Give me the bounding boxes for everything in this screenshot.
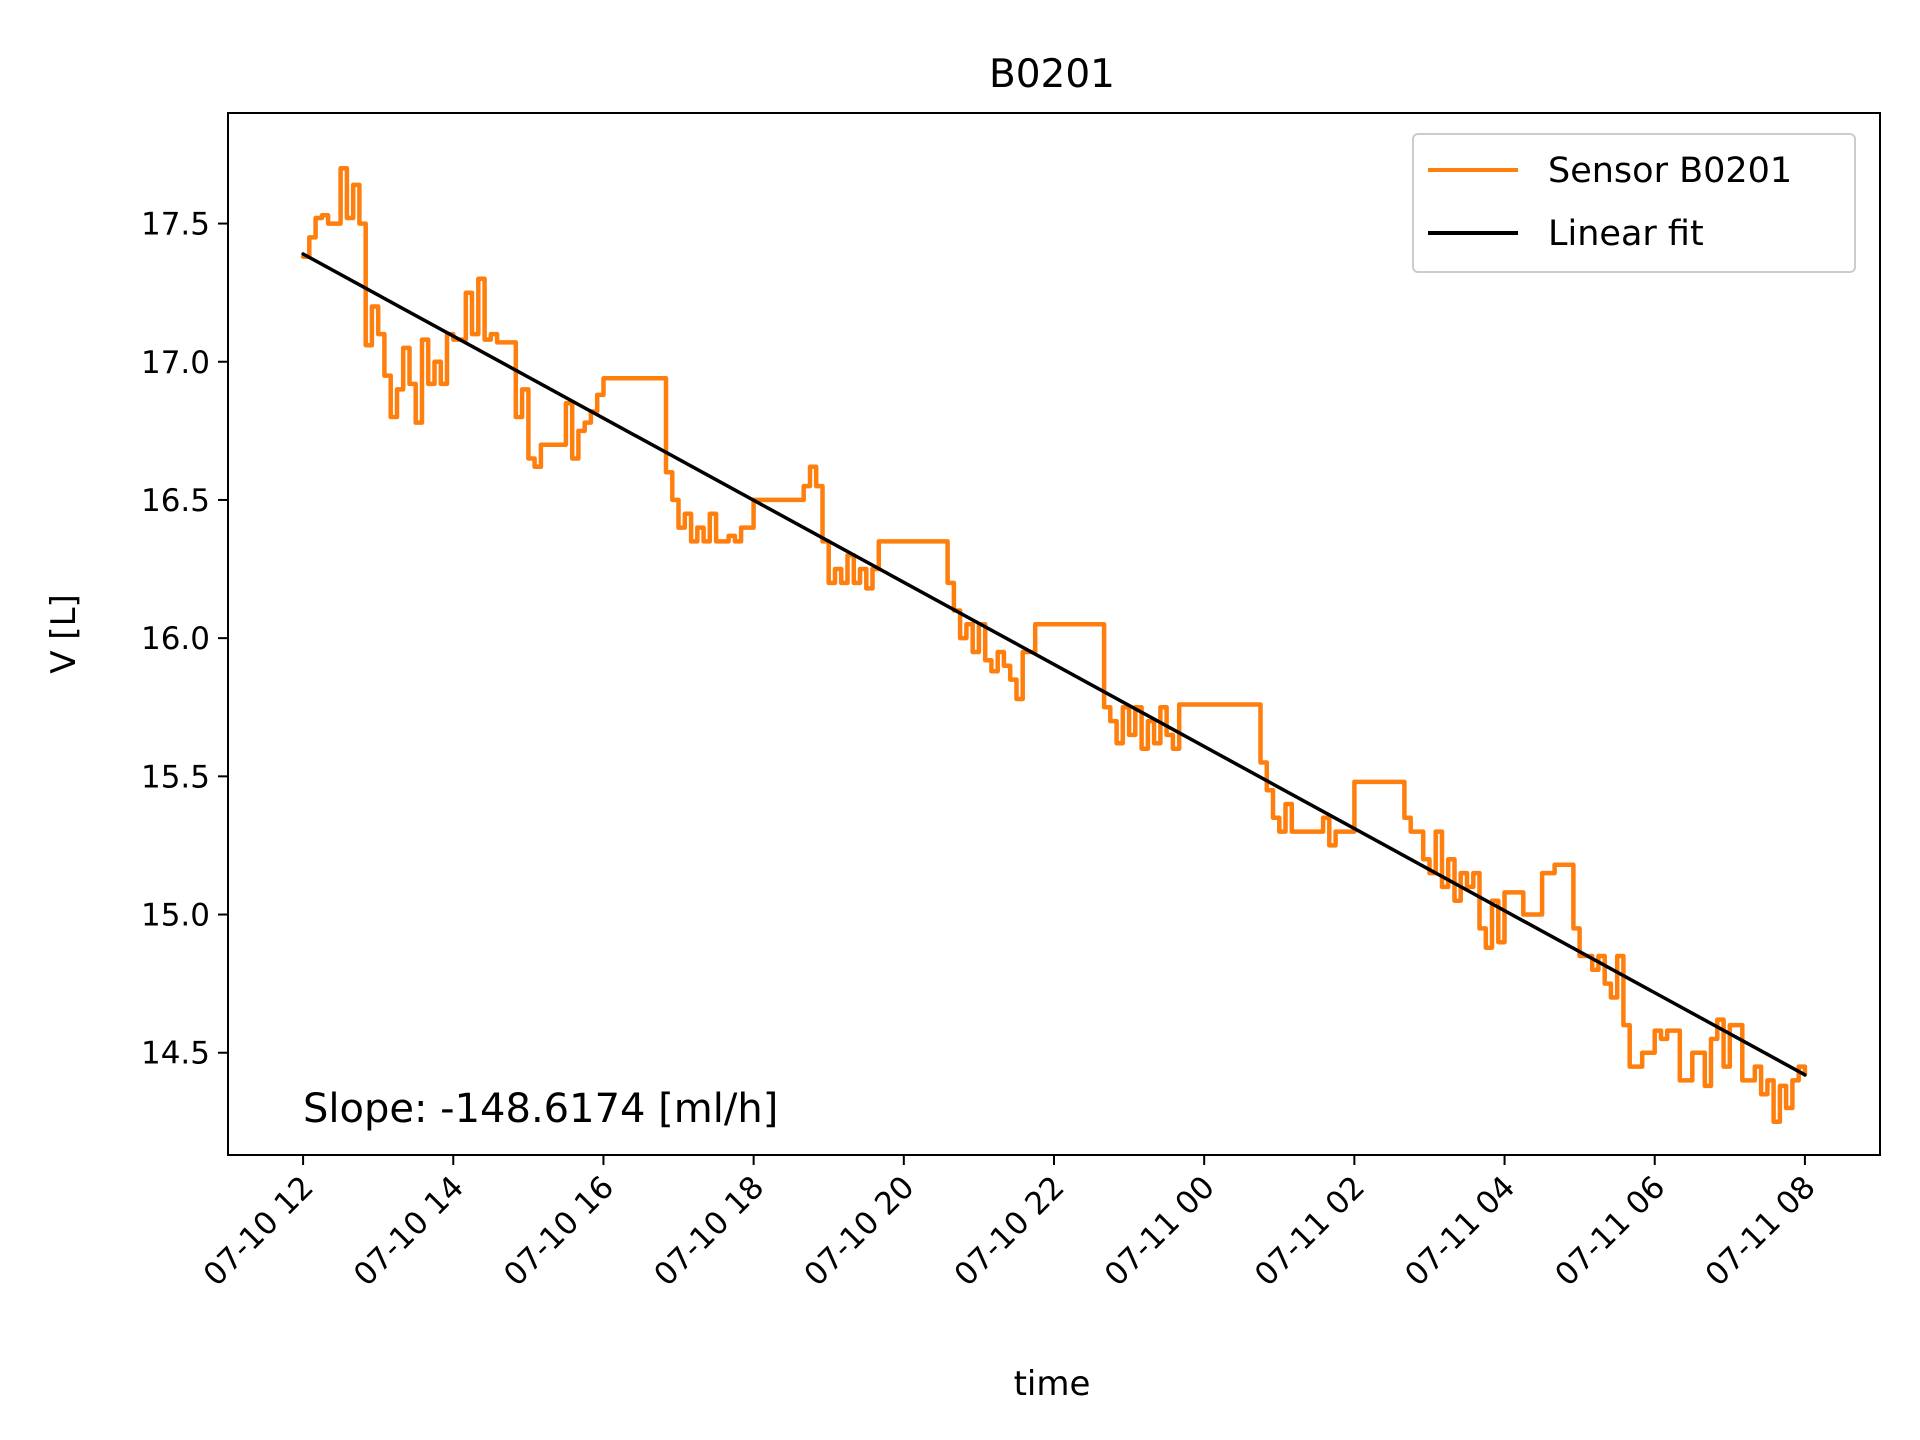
x-tick-label: 07-11 00 [1098, 1169, 1222, 1293]
legend-label-fit: Linear fit [1548, 214, 1704, 254]
x-tick-label: 07-10 14 [347, 1169, 471, 1293]
y-tick-label: 17.0 [141, 345, 210, 381]
y-tick-label: 15.5 [141, 759, 210, 795]
series-line-linear-fit [301, 252, 1807, 1077]
x-tick-label: 07-10 22 [948, 1169, 1072, 1293]
legend-box [1412, 133, 1856, 273]
y-tick-label: 17.5 [141, 207, 210, 243]
x-tick-label: 07-10 20 [797, 1169, 921, 1293]
y-tick-label: 16.5 [141, 483, 210, 519]
x-tick-label: 07-11 08 [1699, 1169, 1823, 1293]
y-axis: 14.5 15.0 15.5 16.0 16.5 17.0 17.5 [141, 207, 228, 1072]
x-tick-label: 07-10 18 [647, 1169, 771, 1293]
slope-annotation: Slope: -148.6174 [ml/h] [303, 1086, 778, 1132]
legend-label-sensor: Sensor B0201 [1548, 151, 1792, 191]
series-layer [300, 166, 1808, 1125]
x-tick-label: 07-11 02 [1248, 1169, 1372, 1293]
y-tick-label: 16.0 [141, 621, 210, 657]
x-tick-label: 07-11 04 [1398, 1169, 1522, 1293]
series-line-sensor [300, 166, 1808, 1125]
x-tick-label: 07-11 06 [1548, 1169, 1672, 1293]
chart-title: B0201 [989, 52, 1115, 97]
y-tick-label: 15.0 [141, 898, 210, 934]
y-tick-label: 14.5 [141, 1036, 210, 1072]
legend: Sensor B0201 Linear fit [1412, 133, 1856, 273]
x-axis-label: time [1014, 1364, 1091, 1404]
y-axis-label: V [L] [44, 594, 84, 674]
x-tick-label: 07-10 12 [197, 1169, 321, 1293]
x-tick-label: 07-10 16 [497, 1169, 621, 1293]
x-axis: 07-10 12 07-10 14 07-10 16 07-10 18 07-10 20… [197, 1155, 1823, 1293]
